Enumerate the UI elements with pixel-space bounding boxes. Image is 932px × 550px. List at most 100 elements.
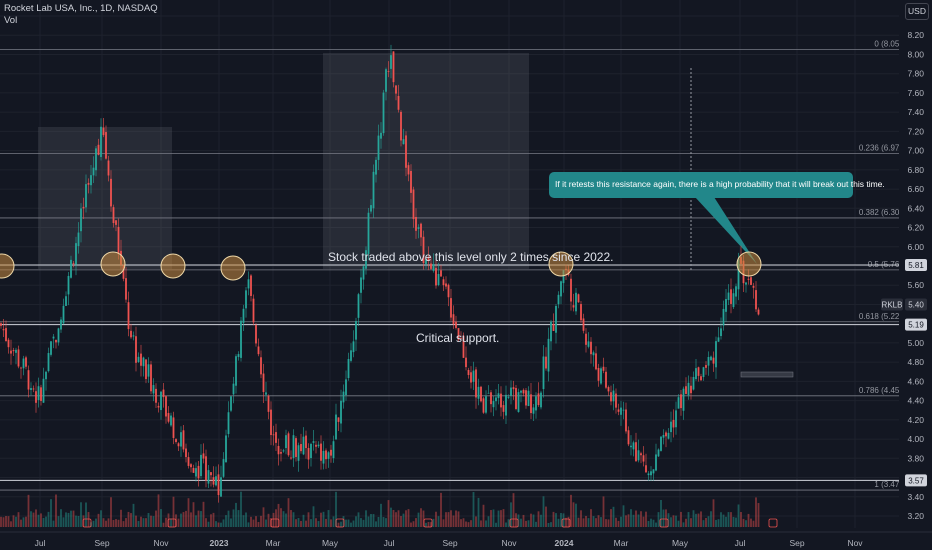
candle-body (520, 390, 522, 393)
volume-bar (680, 511, 682, 527)
volume-bar (507, 519, 510, 527)
candle-body (545, 356, 547, 369)
candle-body (642, 455, 645, 462)
candle-body (550, 321, 552, 342)
volume-bar (437, 516, 440, 527)
candle-body (572, 305, 575, 308)
volume-bar (540, 514, 542, 527)
volume-bar (325, 518, 327, 527)
volume-bar (317, 521, 320, 527)
candle-body (552, 323, 555, 331)
candle-body (745, 282, 747, 285)
volume-bar (227, 510, 230, 527)
target-zone (740, 371, 794, 378)
candle-body (177, 443, 180, 447)
candle-body (532, 407, 535, 414)
candle-body (215, 476, 217, 486)
candle-body (510, 387, 512, 396)
volume-bar (42, 517, 45, 527)
volume-bar (690, 518, 692, 527)
volume-bar (230, 518, 232, 527)
volume-bar (682, 522, 685, 527)
candle-body (317, 444, 320, 447)
candle-body (687, 382, 690, 396)
candle-body (47, 353, 50, 372)
volume-bar (340, 521, 342, 527)
volume-bar (195, 515, 197, 527)
candle-body (165, 396, 167, 417)
candle-body (495, 397, 497, 402)
y-tick-label: 6.40 (907, 203, 924, 213)
candle-body (420, 223, 422, 238)
volume-bar (557, 518, 560, 527)
x-tick-label: Sep (442, 538, 457, 548)
volume-bar (225, 515, 227, 527)
highlight-box (38, 127, 172, 269)
candle-body (185, 448, 187, 458)
candle-body (182, 430, 185, 450)
candle-body (697, 367, 700, 376)
volume-bar (380, 503, 382, 527)
volume-bar (115, 519, 117, 527)
candle-body (217, 474, 220, 496)
volume-bar (120, 509, 122, 527)
volume-bar (740, 512, 742, 527)
candle-body (395, 85, 397, 94)
candle-body (535, 396, 537, 411)
candle-body (237, 354, 240, 358)
candle-body (170, 415, 172, 426)
candle-body (175, 439, 177, 442)
currency-button[interactable]: USD (905, 3, 929, 20)
volume-bar (100, 510, 102, 527)
candle-body (397, 96, 400, 110)
volume-bar (277, 503, 280, 527)
candle-body (20, 367, 22, 369)
volume-bar (657, 512, 660, 527)
candle-body (497, 393, 500, 399)
price-tag-label: 5.40 (908, 300, 924, 309)
volume-bar (375, 521, 377, 527)
candle-body (602, 366, 605, 371)
candle-body (227, 412, 230, 434)
volume-bar (87, 512, 90, 527)
volume-bar (345, 519, 347, 527)
candle-body (350, 350, 352, 361)
volume-bar (167, 513, 170, 527)
volume-bar (132, 503, 135, 527)
volume-bar (442, 519, 445, 527)
volume-bar (337, 522, 340, 527)
volume-bar (510, 502, 512, 527)
volume-bar (497, 510, 500, 527)
volume-bar (717, 519, 720, 527)
x-tick-label: May (322, 538, 339, 548)
candle-body (145, 359, 147, 380)
volume-bar (180, 513, 182, 527)
earnings-marker (270, 518, 280, 528)
volume-bar (567, 516, 570, 527)
candle-body (612, 390, 615, 402)
candle-body (557, 294, 560, 305)
candle-body (620, 407, 622, 415)
earnings-marker (167, 518, 177, 528)
volume-bar (290, 510, 292, 527)
candle-body (235, 356, 237, 386)
candle-body (57, 328, 60, 343)
candle-body (410, 170, 412, 193)
candle-body (505, 394, 507, 416)
resistance-circle (0, 253, 15, 279)
volume-bar (402, 513, 405, 527)
fib-label: 0 (8.05) (874, 40, 902, 49)
candle-body (55, 339, 57, 343)
candle-body (385, 69, 387, 92)
candle-body (370, 205, 372, 212)
callout-note[interactable]: If it retests this resistance again, the… (549, 172, 885, 198)
x-tick-label: Jul (384, 538, 395, 548)
volume-bar (352, 520, 355, 527)
candle-body (657, 449, 660, 457)
candle-body (267, 395, 270, 412)
volume-bar (752, 520, 755, 527)
highlight-box (323, 53, 529, 269)
volume-bar (520, 518, 522, 527)
volume-bar (162, 522, 165, 527)
